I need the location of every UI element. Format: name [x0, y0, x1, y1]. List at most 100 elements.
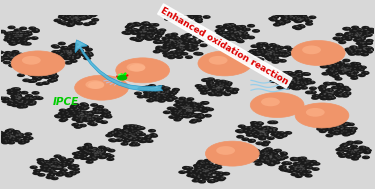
- Circle shape: [147, 139, 149, 140]
- Circle shape: [127, 124, 135, 128]
- Circle shape: [58, 167, 61, 168]
- Circle shape: [153, 90, 161, 94]
- Circle shape: [352, 129, 354, 130]
- Circle shape: [321, 95, 322, 96]
- Circle shape: [195, 13, 197, 14]
- Circle shape: [89, 115, 97, 119]
- Circle shape: [265, 153, 267, 154]
- Circle shape: [316, 95, 318, 96]
- Circle shape: [22, 61, 30, 65]
- Circle shape: [13, 90, 21, 94]
- Circle shape: [23, 135, 31, 139]
- Circle shape: [44, 72, 53, 76]
- Circle shape: [274, 59, 276, 60]
- Circle shape: [226, 87, 234, 91]
- Circle shape: [158, 95, 160, 96]
- Circle shape: [343, 64, 351, 67]
- Circle shape: [147, 23, 155, 27]
- Circle shape: [357, 33, 358, 34]
- Circle shape: [124, 25, 133, 29]
- Circle shape: [280, 76, 282, 77]
- Circle shape: [25, 62, 27, 63]
- Circle shape: [304, 163, 306, 164]
- Circle shape: [156, 89, 164, 93]
- Circle shape: [69, 105, 78, 109]
- Circle shape: [341, 67, 343, 68]
- Circle shape: [157, 50, 159, 51]
- Circle shape: [200, 172, 202, 173]
- Circle shape: [172, 44, 180, 48]
- Circle shape: [58, 119, 67, 122]
- Circle shape: [188, 109, 190, 110]
- Circle shape: [344, 70, 346, 71]
- Circle shape: [70, 47, 78, 50]
- Circle shape: [366, 31, 368, 32]
- Circle shape: [344, 93, 346, 94]
- Circle shape: [26, 97, 34, 101]
- Circle shape: [81, 114, 83, 115]
- Circle shape: [9, 57, 17, 61]
- Circle shape: [205, 170, 207, 171]
- Circle shape: [301, 167, 303, 168]
- Circle shape: [296, 11, 304, 15]
- Circle shape: [133, 127, 141, 131]
- Circle shape: [202, 89, 204, 90]
- Circle shape: [9, 136, 17, 140]
- Circle shape: [67, 18, 69, 19]
- Circle shape: [189, 113, 197, 117]
- Circle shape: [18, 99, 20, 100]
- Circle shape: [104, 153, 112, 157]
- Circle shape: [190, 108, 198, 112]
- Circle shape: [357, 153, 359, 154]
- Circle shape: [136, 136, 144, 140]
- Circle shape: [280, 87, 283, 88]
- Circle shape: [204, 172, 212, 176]
- Circle shape: [2, 97, 4, 98]
- Circle shape: [180, 110, 182, 111]
- Circle shape: [112, 132, 114, 133]
- Circle shape: [93, 116, 102, 119]
- Circle shape: [93, 154, 101, 158]
- Circle shape: [292, 25, 300, 29]
- Circle shape: [288, 162, 291, 163]
- Circle shape: [137, 131, 139, 132]
- Circle shape: [236, 31, 238, 32]
- Circle shape: [231, 35, 233, 36]
- Circle shape: [354, 28, 363, 32]
- Circle shape: [130, 138, 132, 139]
- Circle shape: [75, 165, 78, 166]
- Circle shape: [16, 101, 19, 102]
- Circle shape: [350, 156, 352, 157]
- Circle shape: [174, 97, 176, 98]
- Circle shape: [228, 24, 236, 27]
- Circle shape: [200, 43, 208, 47]
- Circle shape: [3, 54, 11, 58]
- Circle shape: [88, 52, 91, 53]
- Circle shape: [40, 159, 43, 160]
- Circle shape: [262, 160, 270, 163]
- Circle shape: [172, 88, 180, 92]
- Circle shape: [294, 81, 296, 82]
- Circle shape: [54, 167, 56, 168]
- Circle shape: [115, 138, 123, 142]
- Circle shape: [55, 166, 57, 167]
- Circle shape: [238, 39, 240, 40]
- Circle shape: [363, 30, 371, 34]
- Circle shape: [157, 30, 165, 34]
- Circle shape: [171, 54, 179, 58]
- Circle shape: [152, 96, 160, 100]
- Circle shape: [295, 17, 303, 20]
- Circle shape: [287, 78, 295, 82]
- Circle shape: [140, 31, 148, 34]
- Circle shape: [255, 134, 257, 135]
- Circle shape: [354, 48, 356, 49]
- Circle shape: [136, 33, 145, 37]
- Circle shape: [322, 91, 331, 94]
- Circle shape: [255, 129, 263, 133]
- Circle shape: [367, 151, 369, 152]
- Circle shape: [354, 128, 356, 129]
- Circle shape: [144, 37, 152, 40]
- Circle shape: [68, 15, 76, 18]
- Circle shape: [193, 40, 201, 44]
- Circle shape: [208, 168, 210, 169]
